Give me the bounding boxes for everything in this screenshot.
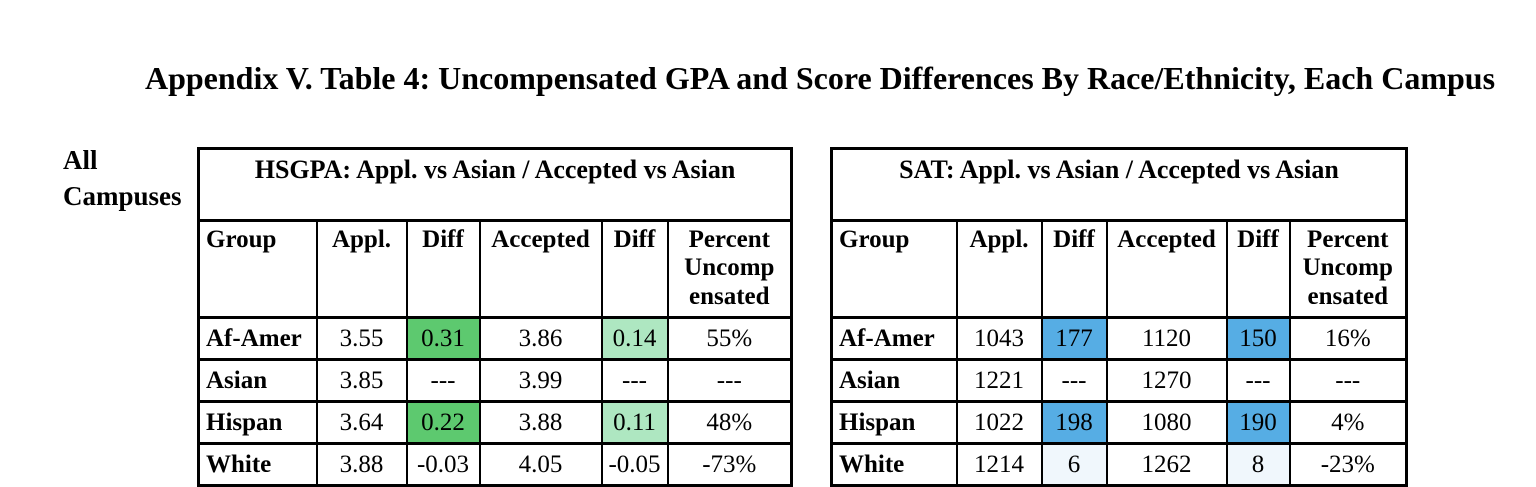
col-header-appl: Appl. xyxy=(315,219,408,319)
appl-cell: 1214 xyxy=(955,442,1043,487)
diff-accepted-cell: 0.14 xyxy=(600,316,669,361)
percent-cell: -73% xyxy=(666,442,793,487)
col-header-diff-appl: Diff xyxy=(405,219,481,319)
percent-cell: 4% xyxy=(1288,400,1408,445)
table-row-asian: Asian 3.85 --- 3.99 --- --- xyxy=(197,358,793,403)
col-header-percent-uncompensated: Percent Uncomp ensated xyxy=(1288,219,1408,319)
percent-cell: -23% xyxy=(1288,442,1408,487)
table-row-white: White 3.88 -0.03 4.05 -0.05 -73% xyxy=(197,442,793,487)
diff-appl-cell: 177 xyxy=(1040,316,1108,361)
table-hsgpa: HSGPA: Appl. vs Asian / Accepted vs Asia… xyxy=(197,147,794,487)
page-title: Appendix V. Table 4: Uncompensated GPA a… xyxy=(144,60,1496,96)
appl-cell: 1221 xyxy=(955,358,1043,403)
appl-cell: 1022 xyxy=(955,400,1043,445)
col-header-accepted: Accepted xyxy=(1105,219,1228,319)
diff-appl-cell: 0.22 xyxy=(405,400,481,445)
hsgpa-table-title: HSGPA: Appl. vs Asian / Accepted vs Asia… xyxy=(197,147,793,222)
table-title-row: SAT: Appl. vs Asian / Accepted vs Asian xyxy=(830,147,1408,222)
group-cell: Af-Amer xyxy=(197,316,318,361)
col-header-diff-accepted: Diff xyxy=(600,219,669,319)
percent-cell: --- xyxy=(666,358,793,403)
header-row: Group Appl. Diff Accepted Diff Percent U… xyxy=(830,219,1408,319)
diff-appl-cell: -0.03 xyxy=(405,442,481,487)
diff-accepted-cell: 0.11 xyxy=(600,400,669,445)
diff-accepted-cell: -0.05 xyxy=(600,442,669,487)
col-header-group: Group xyxy=(197,219,318,319)
table-title-row: HSGPA: Appl. vs Asian / Accepted vs Asia… xyxy=(197,147,793,222)
table-row-afamer: Af-Amer 1043 177 1120 150 16% xyxy=(830,316,1408,361)
sat-table-title: SAT: Appl. vs Asian / Accepted vs Asian xyxy=(830,147,1408,222)
percent-cell: 48% xyxy=(666,400,793,445)
table-row-hispan: Hispan 3.64 0.22 3.88 0.11 48% xyxy=(197,400,793,445)
appl-cell: 3.55 xyxy=(315,316,408,361)
diff-appl-cell: 6 xyxy=(1040,442,1108,487)
percent-cell: --- xyxy=(1288,358,1408,403)
accepted-cell: 1080 xyxy=(1105,400,1228,445)
diff-accepted-cell: 8 xyxy=(1225,442,1291,487)
accepted-cell: 4.05 xyxy=(478,442,603,487)
col-header-appl: Appl. xyxy=(955,219,1043,319)
accepted-cell: 1270 xyxy=(1105,358,1228,403)
table-row-asian: Asian 1221 --- 1270 --- --- xyxy=(830,358,1408,403)
diff-appl-cell: --- xyxy=(1040,358,1108,403)
header-row: Group Appl. Diff Accepted Diff Percent U… xyxy=(197,219,793,319)
diff-accepted-cell: 190 xyxy=(1225,400,1291,445)
group-cell: Af-Amer xyxy=(830,316,958,361)
table-row-hispan: Hispan 1022 198 1080 190 4% xyxy=(830,400,1408,445)
group-cell: White xyxy=(830,442,958,487)
accepted-cell: 3.88 xyxy=(478,400,603,445)
col-header-diff-accepted: Diff xyxy=(1225,219,1291,319)
diff-appl-cell: 0.31 xyxy=(405,316,481,361)
col-header-accepted: Accepted xyxy=(478,219,603,319)
group-cell: Asian xyxy=(197,358,318,403)
group-cell: White xyxy=(197,442,318,487)
col-header-diff-appl: Diff xyxy=(1040,219,1108,319)
accepted-cell: 3.86 xyxy=(478,316,603,361)
appl-cell: 3.88 xyxy=(315,442,408,487)
table-row-white: White 1214 6 1262 8 -23% xyxy=(830,442,1408,487)
accepted-cell: 1120 xyxy=(1105,316,1228,361)
diff-appl-cell: 198 xyxy=(1040,400,1108,445)
appl-cell: 3.85 xyxy=(315,358,408,403)
appl-cell: 1043 xyxy=(955,316,1043,361)
group-cell: Hispan xyxy=(830,400,958,445)
col-header-percent-uncompensated: Percent Uncomp ensated xyxy=(666,219,793,319)
diff-accepted-cell: 150 xyxy=(1225,316,1291,361)
appl-cell: 3.64 xyxy=(315,400,408,445)
accepted-cell: 3.99 xyxy=(478,358,603,403)
diff-accepted-cell: --- xyxy=(1225,358,1291,403)
group-cell: Asian xyxy=(830,358,958,403)
row-label-all-campuses: All Campuses xyxy=(63,145,182,211)
diff-accepted-cell: --- xyxy=(600,358,669,403)
col-header-group: Group xyxy=(830,219,958,319)
table-row-afamer: Af-Amer 3.55 0.31 3.86 0.14 55% xyxy=(197,316,793,361)
percent-cell: 16% xyxy=(1288,316,1408,361)
diff-appl-cell: --- xyxy=(405,358,481,403)
percent-cell: 55% xyxy=(666,316,793,361)
accepted-cell: 1262 xyxy=(1105,442,1228,487)
table-sat: SAT: Appl. vs Asian / Accepted vs Asian … xyxy=(830,147,1409,487)
group-cell: Hispan xyxy=(197,400,318,445)
